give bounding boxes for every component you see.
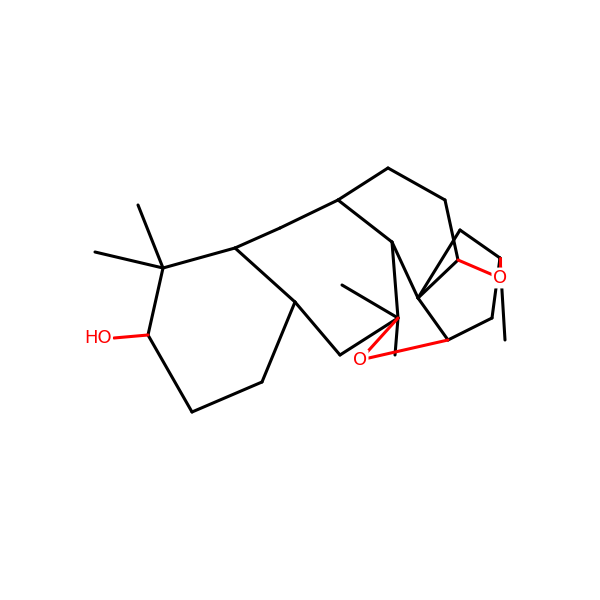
Text: O: O xyxy=(353,351,367,369)
Text: O: O xyxy=(493,269,507,287)
Text: HO: HO xyxy=(85,329,112,347)
